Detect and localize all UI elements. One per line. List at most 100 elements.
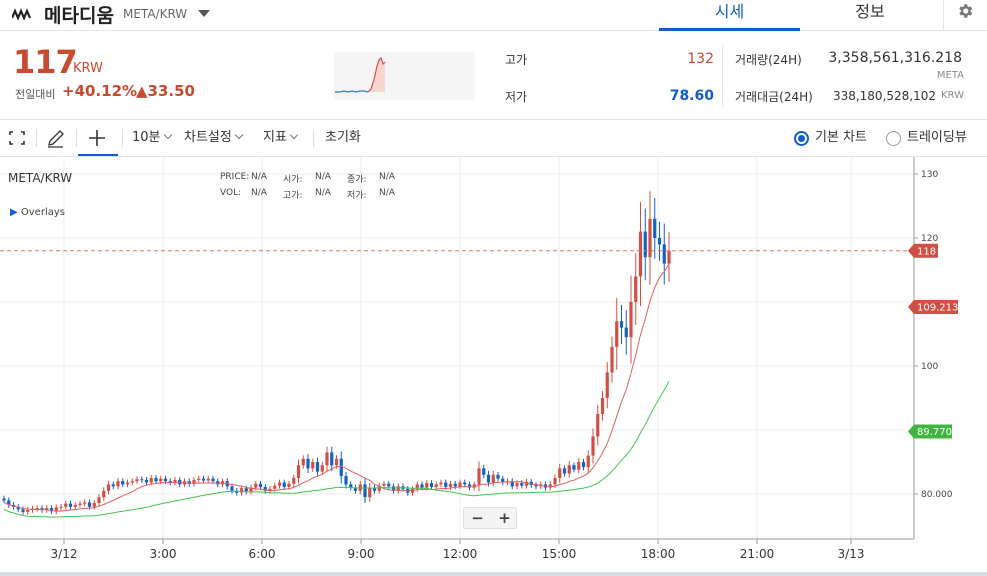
- candle-body: [187, 481, 191, 484]
- tab-price[interactable]: 시세: [659, 0, 800, 31]
- chart-toolbar: 10분 차트설정 지표 초기화 기본 차트 트레이딩뷰: [0, 120, 987, 157]
- basic-chart-radio[interactable]: [794, 131, 809, 146]
- high-label: 고가: [505, 53, 528, 67]
- change-label: 전일대비: [15, 88, 56, 101]
- ohlc-high-label: 고가:: [283, 191, 303, 201]
- price-chart[interactable]: 3/12 3:00 6:00 9:00 12:00 15:00 18:00 21:00 3/13…: [0, 157, 987, 572]
- candle-body: [577, 462, 581, 470]
- candle-body: [2, 498, 6, 501]
- current-price-badge-bg: [908, 243, 938, 258]
- candle-body: [529, 481, 533, 486]
- candle-body: [453, 483, 457, 487]
- overlays-label: Overlays: [20, 207, 65, 218]
- chart-settings-select[interactable]: 차트설정: [184, 120, 244, 156]
- high-price: 132: [687, 51, 714, 67]
- tab-info[interactable]: 정보: [855, 2, 885, 21]
- candle-body: [64, 503, 68, 507]
- candle-body: [73, 504, 77, 507]
- candle-body: [624, 327, 628, 338]
- ohlc-low-label: 저가:: [347, 191, 367, 201]
- candle-body: [605, 372, 609, 398]
- candle-body: [368, 487, 372, 498]
- ohlc-vol-label: VOL:: [220, 188, 242, 198]
- zoom-in-button[interactable]: +: [498, 509, 511, 527]
- crosshair-button[interactable]: [78, 120, 118, 156]
- chart-pair-label: META/KRW: [8, 171, 73, 185]
- volume-value: 3,358,561,316.218: [828, 50, 962, 66]
- candle-body: [287, 483, 291, 487]
- basic-chart-label[interactable]: 기본 차트: [815, 130, 867, 145]
- indicators-label: 지표: [263, 130, 287, 145]
- candle-body: [244, 488, 248, 492]
- volume-unit: META: [936, 70, 964, 81]
- candle-body: [130, 481, 134, 483]
- candlestick-chart[interactable]: 3/12 3:00 6:00 9:00 12:00 15:00 18:00 21:00 3/13…: [0, 157, 987, 572]
- candle-body: [410, 488, 415, 493]
- interval-select[interactable]: 10분: [132, 120, 172, 156]
- candle-body: [653, 218, 657, 238]
- chevron-down-icon: [163, 130, 172, 140]
- candle-body: [154, 478, 158, 482]
- candle-body: [116, 481, 120, 487]
- candle-body: [35, 508, 39, 510]
- candle-body: [425, 483, 429, 488]
- y-axis-tick-label: 130: [921, 170, 938, 180]
- zoom-control: − +: [463, 507, 517, 529]
- reset-button[interactable]: 초기화: [325, 130, 361, 145]
- candle-body: [26, 510, 30, 512]
- candle-body: [121, 481, 125, 485]
- zoom-out-button[interactable]: −: [471, 509, 484, 527]
- settings-button[interactable]: [943, 0, 987, 31]
- indicators-select[interactable]: 지표: [263, 120, 299, 156]
- tradingview-label[interactable]: 트레이딩뷰: [907, 130, 967, 145]
- candle-body: [382, 483, 386, 486]
- coin-logo-icon: [12, 8, 32, 20]
- candle-body: [643, 231, 647, 258]
- y-axis-tick-label: 80.000: [921, 490, 953, 500]
- candle-body: [524, 481, 529, 486]
- bottom-scrollbar[interactable]: [0, 572, 987, 576]
- overlays-toggle[interactable]: ▶ Overlays: [10, 207, 65, 218]
- candle-body: [501, 478, 505, 483]
- x-axis-tick-label: 18:00: [641, 547, 676, 561]
- candle-body: [40, 508, 44, 510]
- fullscreen-button[interactable]: [8, 120, 28, 156]
- toolbar-divider: [313, 129, 314, 147]
- candle-body: [21, 509, 25, 512]
- candle-body: [567, 465, 571, 474]
- ma-long-badge-bg: [908, 424, 952, 439]
- ohlc-low-value: N/A: [379, 188, 395, 198]
- candle-body: [387, 483, 391, 487]
- trade-value: 338,180,528,102: [832, 89, 936, 103]
- candle-body: [273, 485, 277, 489]
- tradingview-radio[interactable]: [886, 131, 901, 146]
- candle-body: [320, 465, 324, 472]
- candle-body: [415, 484, 419, 489]
- candle-body: [349, 484, 353, 488]
- candle-body: [491, 474, 495, 483]
- candle-body: [268, 488, 272, 491]
- coin-select-chevron-icon[interactable]: [198, 10, 210, 17]
- mini-chart: [334, 52, 475, 100]
- candle-body: [463, 482, 467, 485]
- mini-chart-area: [368, 58, 385, 92]
- ma-short-badge-bg: [908, 300, 958, 315]
- candle-body: [211, 478, 215, 482]
- candle-body: [486, 474, 491, 483]
- gear-icon: [959, 4, 973, 18]
- mini-chart-line-after: [367, 56, 386, 93]
- candle-body: [510, 481, 514, 487]
- toolbar-divider: [122, 129, 123, 147]
- candle-body: [111, 484, 115, 487]
- x-axis-tick-label: 6:00: [249, 547, 276, 561]
- interval-label: 10분: [132, 130, 161, 145]
- y-axis-tick-label: 120: [921, 234, 938, 244]
- candle-body: [619, 321, 624, 328]
- x-axis-tick-label: 3:00: [150, 547, 177, 561]
- candle-body: [206, 478, 210, 481]
- candle-body: [657, 238, 662, 245]
- toolbar-divider: [36, 129, 37, 147]
- ma-long-line: [3, 381, 670, 518]
- draw-tool-button[interactable]: [46, 120, 68, 156]
